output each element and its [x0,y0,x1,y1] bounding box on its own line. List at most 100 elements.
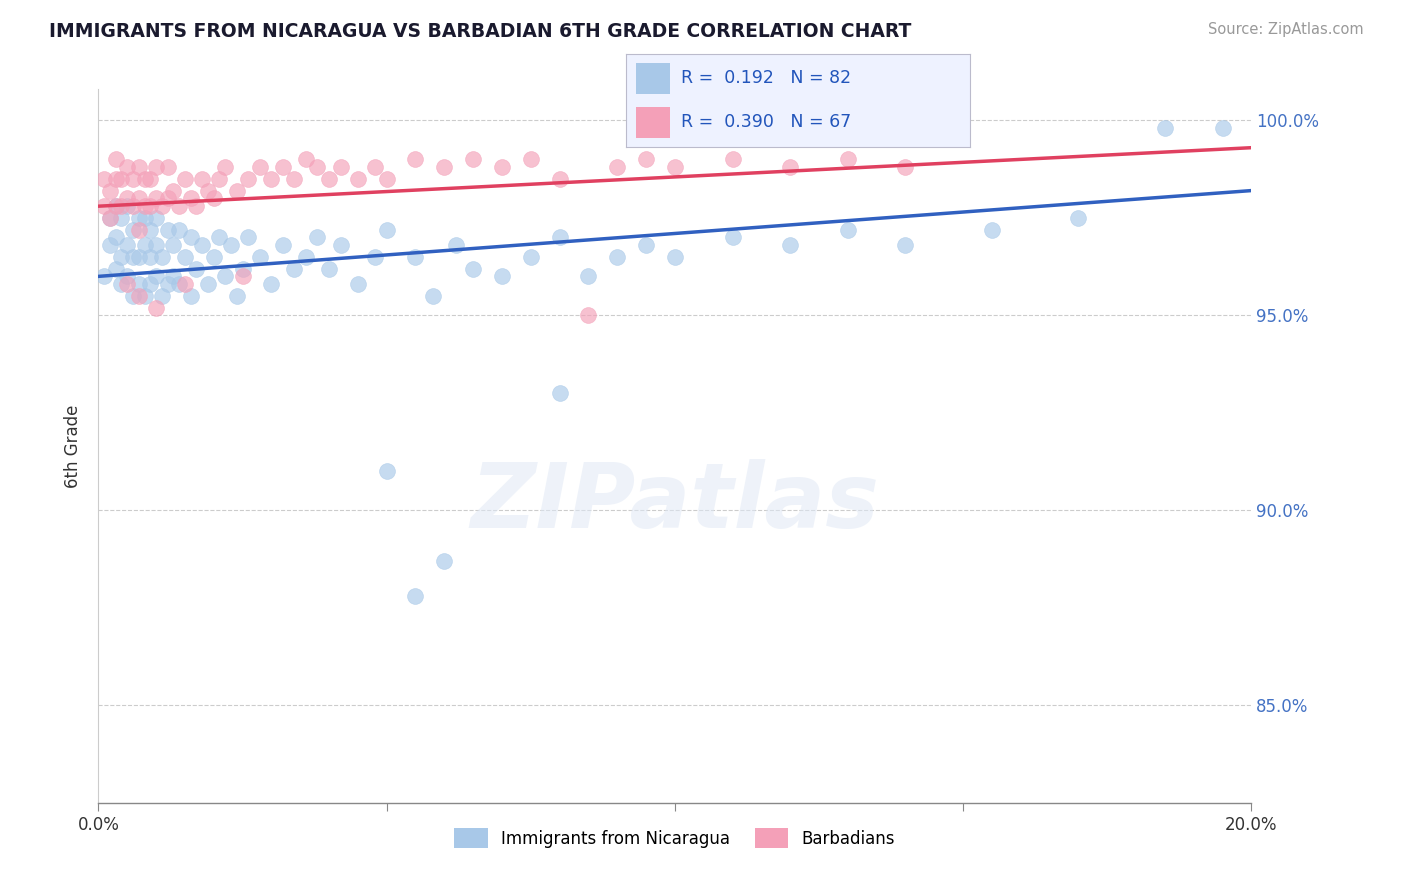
Point [578,309,600,323]
Point [128,211,150,225]
Point [145,238,167,252]
Point [283,261,305,276]
Text: 20.0%: 20.0% [1225,815,1278,834]
Point [128,222,150,236]
Point [433,554,456,568]
Point [104,153,127,167]
Point [128,191,150,205]
Point [548,172,571,186]
Point [150,250,173,264]
Point [318,172,340,186]
Point [110,199,132,213]
Point [117,199,139,213]
Point [491,160,513,174]
Point [139,222,162,236]
Point [548,230,571,244]
Point [837,153,859,167]
Point [318,261,340,276]
Point [139,172,162,186]
Point [98,211,121,225]
Point [606,160,628,174]
Point [180,230,202,244]
Legend: Immigrants from Nicaragua, Barbadians: Immigrants from Nicaragua, Barbadians [447,822,903,855]
Point [375,464,398,478]
Point [444,238,467,252]
Point [186,199,208,213]
Point [225,289,247,303]
Point [174,250,197,264]
Text: R =  0.192   N = 82: R = 0.192 N = 82 [681,69,851,87]
Point [145,191,167,205]
Point [578,269,600,284]
Point [208,172,231,186]
Point [162,269,184,284]
Point [307,230,329,244]
Point [329,238,352,252]
Point [122,289,145,303]
Point [93,172,115,186]
Text: Source: ZipAtlas.com: Source: ZipAtlas.com [1208,22,1364,37]
Point [364,250,387,264]
Point [307,160,329,174]
Point [145,301,167,315]
Point [197,184,219,198]
Point [364,160,387,174]
Point [180,289,202,303]
Point [134,172,156,186]
Point [238,172,260,186]
Point [191,172,214,186]
Point [167,199,190,213]
Point [271,238,294,252]
Point [145,269,167,284]
Point [636,153,658,167]
Point [202,191,225,205]
Point [1067,211,1090,225]
Text: 0.0%: 0.0% [77,815,120,834]
Point [104,172,127,186]
Point [191,238,214,252]
Bar [636,107,671,138]
Point [162,238,184,252]
Point [122,222,145,236]
Point [117,191,139,205]
Point [260,277,283,292]
Text: R =  0.390   N = 67: R = 0.390 N = 67 [681,113,851,131]
Point [491,269,513,284]
Point [981,222,1004,236]
Point [197,277,219,292]
Point [156,191,179,205]
Point [174,277,197,292]
Point [117,277,139,292]
Point [214,269,236,284]
Point [405,589,427,603]
Point [606,250,628,264]
Point [664,160,686,174]
Point [295,153,318,167]
Point [405,250,427,264]
Point [122,250,145,264]
Point [721,153,744,167]
Point [110,250,132,264]
Point [405,153,427,167]
Point [134,289,156,303]
Point [122,199,145,213]
Point [283,172,305,186]
Point [219,238,242,252]
Point [117,238,139,252]
Point [375,222,398,236]
Text: IMMIGRANTS FROM NICARAGUA VS BARBADIAN 6TH GRADE CORRELATION CHART: IMMIGRANTS FROM NICARAGUA VS BARBADIAN 6… [49,22,911,41]
Point [461,153,484,167]
Point [636,238,658,252]
Point [329,160,352,174]
Point [1212,121,1234,136]
Point [225,184,247,198]
Point [664,250,686,264]
Point [894,238,917,252]
Point [548,386,571,401]
Point [98,184,121,198]
Point [180,191,202,205]
Point [346,172,368,186]
Point [174,172,197,186]
Point [117,160,139,174]
Point [249,160,271,174]
